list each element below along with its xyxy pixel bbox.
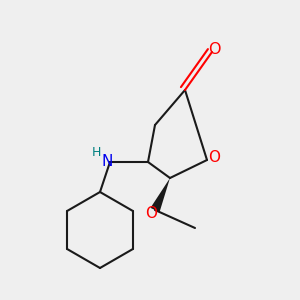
Text: O: O: [208, 43, 220, 58]
Text: N: N: [101, 154, 113, 169]
Text: O: O: [208, 151, 220, 166]
Text: H: H: [91, 146, 101, 158]
Text: O: O: [145, 206, 157, 221]
Polygon shape: [151, 178, 170, 212]
